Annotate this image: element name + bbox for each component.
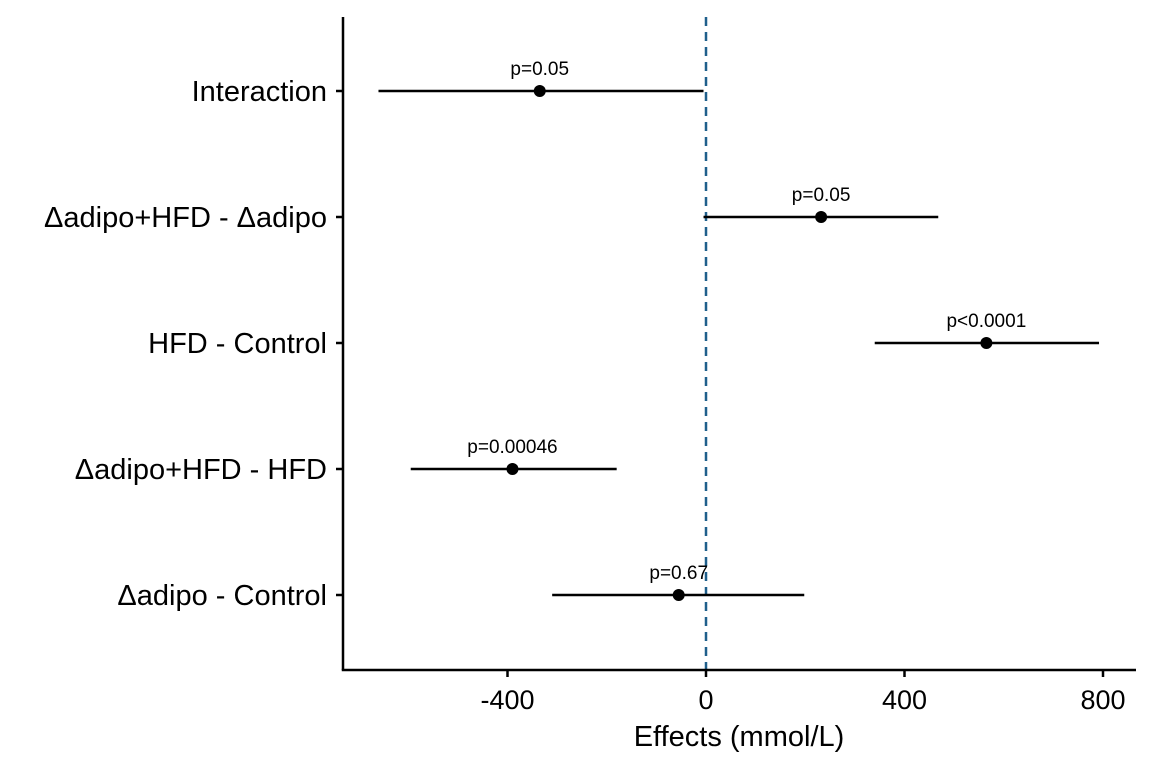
x-tick-label: 400 — [882, 685, 927, 715]
p-value-label: p=0.05 — [792, 185, 851, 206]
estimate-point — [533, 85, 546, 97]
estimate-point — [672, 589, 685, 601]
p-value-label: p=0.67 — [649, 563, 708, 584]
p-value-label: p<0.0001 — [946, 311, 1026, 332]
x-tick-label: 800 — [1080, 685, 1125, 715]
x-ticks: -400 0 400 800 — [480, 670, 1126, 715]
x-tick-label: -400 — [480, 685, 534, 715]
p-value-label: p=0.00046 — [467, 437, 557, 458]
category-labels: Interaction Δadipo+HFD - Δadipo HFD - Cont… — [44, 76, 343, 612]
p-value-label: p=0.05 — [510, 59, 569, 80]
x-tick-label: 0 — [698, 685, 713, 715]
category-label: Δadipo+HFD - Δadipo — [44, 202, 327, 234]
category-label: Δadipo - Control — [117, 580, 327, 612]
estimate-point — [980, 337, 993, 349]
category-label: Δadipo+HFD - HFD — [75, 454, 327, 486]
estimate-point — [815, 211, 828, 223]
estimate-point — [506, 463, 519, 475]
category-label: Interaction — [192, 76, 327, 108]
plot-marks: p=0.05 p=0.05 p<0.0001 p=0.00046 p=0.67 — [378, 17, 1100, 670]
x-axis-title: Effects (mmol/L) — [634, 721, 845, 753]
category-label: HFD - Control — [148, 328, 327, 360]
